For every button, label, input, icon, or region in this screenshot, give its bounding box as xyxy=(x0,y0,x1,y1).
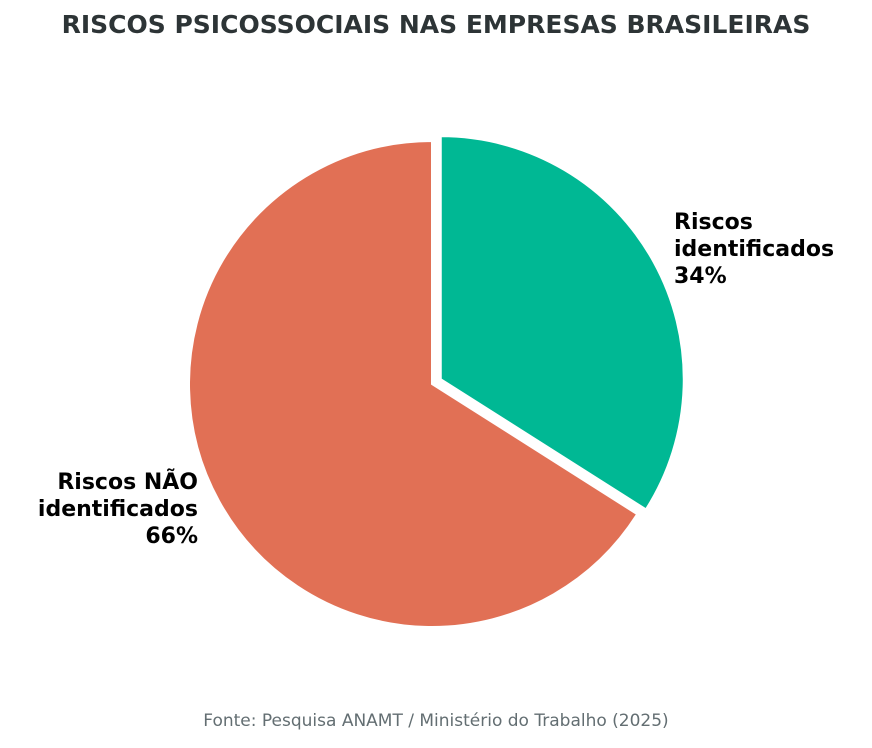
chart-title: RISCOS PSICOSSOCIAIS NAS EMPRESAS BRASIL… xyxy=(61,10,811,39)
label-line: identificados xyxy=(37,497,198,522)
label-line: Riscos xyxy=(674,210,753,235)
label-line: identificados xyxy=(674,237,835,262)
slice-label-not-identified: Riscos NÃO identificados 66% xyxy=(38,469,198,550)
label-line: Riscos NÃO xyxy=(57,470,198,495)
slice-label-identified: Riscos identificados 34% xyxy=(674,209,834,290)
pie-slice-1 xyxy=(188,139,639,628)
pie-slice-0 xyxy=(439,135,685,511)
source-note: Fonte: Pesquisa ANAMT / Ministério do Tr… xyxy=(203,711,669,731)
label-value: 34% xyxy=(674,264,727,289)
label-value: 66% xyxy=(145,524,198,549)
